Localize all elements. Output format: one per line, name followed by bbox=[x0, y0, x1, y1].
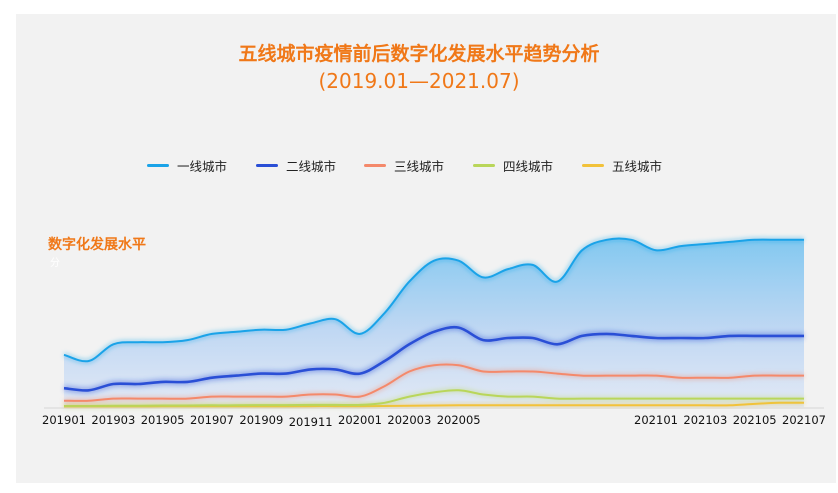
chart-title: 五线城市疫情前后数字化发展水平趋势分析 bbox=[238, 43, 600, 65]
legend-label-tier1: 一线城市 bbox=[177, 158, 228, 174]
x-tick-label: 201909 bbox=[239, 413, 283, 427]
x-tick-label: 201911 bbox=[289, 415, 333, 429]
y-axis-unit: 分 bbox=[50, 258, 60, 269]
legend-label-tier2: 二线城市 bbox=[286, 158, 337, 174]
legend-item-tier2[interactable]: 二线城市 bbox=[256, 154, 336, 176]
legend-item-tier3[interactable]: 三线城市 bbox=[364, 154, 444, 176]
x-tick-label: 202103 bbox=[683, 413, 727, 427]
x-tick-label: 202107 bbox=[782, 413, 826, 427]
legend-item-tier4[interactable]: 四线城市 bbox=[473, 154, 553, 176]
area-fill-tier1 bbox=[64, 238, 804, 407]
chart-subtitle: (2019.01—2021.07) bbox=[318, 69, 520, 93]
legend-label-tier5: 五线城市 bbox=[612, 158, 663, 174]
series-line-tier1[interactable] bbox=[63, 237, 804, 363]
legend-swatch-tier5 bbox=[582, 163, 604, 167]
x-tick-label: 202101 bbox=[634, 413, 678, 427]
y-axis-label: 数字化发展水平 bbox=[48, 237, 146, 253]
legend-swatch-tier2 bbox=[256, 163, 278, 167]
legend-item-tier5[interactable]: 五线城市 bbox=[582, 154, 662, 176]
x-tick-label: 202001 bbox=[338, 413, 382, 427]
x-tick-label: 201903 bbox=[91, 413, 135, 427]
x-tick-label: 201901 bbox=[42, 413, 86, 427]
legend-label-tier3: 三线城市 bbox=[394, 158, 445, 174]
series-line-tier3[interactable] bbox=[63, 363, 804, 402]
legend-swatch-tier3 bbox=[364, 163, 386, 167]
legend-item-tier1[interactable]: 一线城市 bbox=[147, 154, 227, 176]
legend-swatch-tier1 bbox=[147, 163, 169, 167]
legend-label-tier4: 四线城市 bbox=[503, 158, 554, 174]
series-line-tier4[interactable] bbox=[64, 389, 804, 407]
x-tick-label: 201907 bbox=[190, 413, 234, 427]
x-tick-label: 202003 bbox=[387, 413, 431, 427]
x-tick-label: 202105 bbox=[733, 413, 777, 427]
legend: 一线城市 二线城市 三线城市 四线城市 五线城市 bbox=[0, 154, 838, 176]
x-tick-label: 201905 bbox=[141, 413, 185, 427]
x-tick-label: 202005 bbox=[437, 413, 481, 427]
series-line-tier2[interactable] bbox=[63, 325, 804, 392]
legend-swatch-tier4 bbox=[473, 163, 495, 167]
